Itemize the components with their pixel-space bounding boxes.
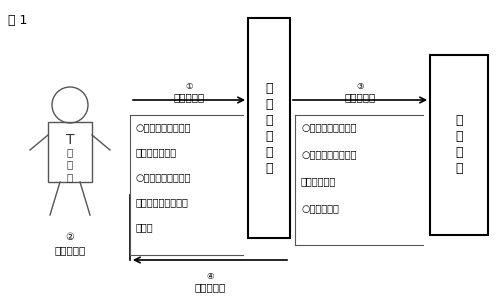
Text: 〔受　診〕: 〔受 診〕 bbox=[174, 92, 204, 102]
Text: 〔支　払〕: 〔支 払〕 bbox=[194, 282, 226, 292]
Text: ○診療明細書: ○診療明細書 bbox=[301, 203, 339, 213]
Text: ②: ② bbox=[66, 232, 74, 242]
Text: 被
災
者: 被 災 者 bbox=[67, 147, 73, 182]
Text: 〔請　求〕: 〔請 求〕 bbox=[344, 92, 376, 102]
Text: 基
金
支
部: 基 金 支 部 bbox=[455, 115, 463, 176]
Text: ④: ④ bbox=[206, 272, 214, 281]
Text: ○療養補償（現物給: ○療養補償（現物給 bbox=[301, 149, 356, 159]
Text: ○公務災害又は通勤: ○公務災害又は通勤 bbox=[136, 172, 192, 182]
Text: ③: ③ bbox=[356, 82, 364, 91]
Text: T: T bbox=[66, 133, 74, 147]
Text: ①: ① bbox=[185, 82, 193, 91]
Text: （様式第５号）: （様式第５号） bbox=[136, 147, 177, 157]
Text: ○療養の給付請求書: ○療養の給付請求書 bbox=[301, 122, 356, 132]
Text: 付）請求書: 付）請求書 bbox=[301, 176, 336, 186]
Text: ○療養の給付請求書: ○療養の給付請求書 bbox=[136, 122, 192, 132]
Text: 〔認　定〕: 〔認 定〕 bbox=[54, 245, 86, 255]
Bar bbox=[430, 55, 488, 235]
Text: 災害の認定通知書: 災害の認定通知書 bbox=[136, 197, 189, 207]
Text: （写）: （写） bbox=[136, 222, 154, 232]
Text: 図 1: 図 1 bbox=[8, 14, 28, 27]
Text: 指
定
医
療
機
関: 指 定 医 療 機 関 bbox=[265, 82, 273, 175]
Bar bbox=[48, 122, 92, 182]
Bar bbox=[248, 18, 290, 238]
